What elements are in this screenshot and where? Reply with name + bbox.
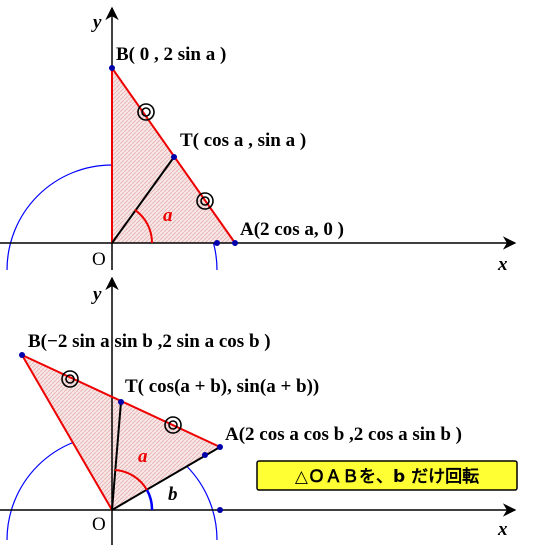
caption-box (256, 460, 518, 491)
x-label: x (497, 519, 508, 540)
angle-arc-b (145, 489, 154, 511)
equal-marks (137, 103, 214, 210)
angle-arc-a (114, 469, 148, 491)
y-label: y (91, 284, 102, 305)
angle-b-label: b (168, 484, 178, 505)
b-label: B(−2 sin a sin b ,2 sin a cos b ) (28, 331, 271, 352)
y-label: y (91, 12, 102, 33)
angle-a-label: a (138, 446, 148, 467)
points (109, 65, 238, 246)
triangle (22, 355, 220, 510)
t-label: T( cos(a + b), sin(a + b)) (125, 376, 319, 397)
a-label: A(2 cos a, 0 ) (240, 219, 344, 240)
edge-oa (111, 446, 221, 511)
origin-label: O (92, 249, 106, 270)
angle-label: a (163, 205, 173, 226)
points (19, 352, 223, 513)
segment-ot (111, 156, 175, 244)
origin-label: O (92, 514, 106, 535)
edge-ob (21, 354, 113, 511)
segment-ot (111, 401, 122, 511)
x-label: x (497, 254, 508, 275)
top-diagram: y x O a B( 0 , 2 sin a ) T( cos a , sin … (0, 6, 517, 275)
angle-arc (134, 209, 154, 244)
caption: △ＯＡＢを、b だけ回転 (295, 466, 479, 487)
b-label: B( 0 , 2 sin a ) (116, 44, 226, 65)
equal-marks (61, 370, 182, 434)
bottom-diagram: y x O a b B(−2 sin a sin b ,2 sin a cos … (0, 276, 518, 545)
t-label: T( cos a , sin a ) (180, 130, 306, 151)
a-label: A(2 cos a cos b ,2 cos a sin b ) (225, 424, 462, 445)
